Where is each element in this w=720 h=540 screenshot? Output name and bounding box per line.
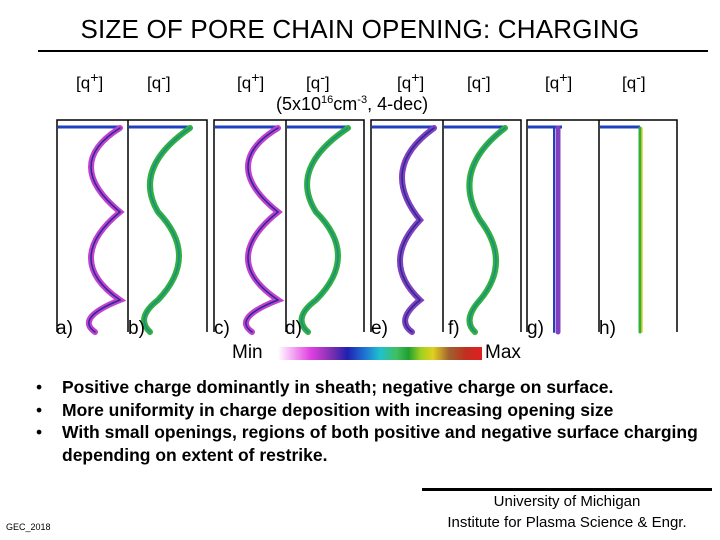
footer-institute: Institute for Plasma Science & Engr. <box>447 514 687 531</box>
concentration-label: (5x1016cm-3, 4-dec) <box>276 94 429 114</box>
header-q-neg-4: [q-] <box>622 70 646 93</box>
frame-2 <box>213 119 365 332</box>
slide-title: SIZE OF PORE CHAIN OPENING: CHARGING <box>80 14 640 44</box>
panel-label-c: c) <box>214 318 230 339</box>
footer: University of Michigan Institute for Pla… <box>422 491 712 533</box>
bullet-item: • With small openings, regions of both po… <box>36 422 698 465</box>
bullet-list: • Positive charge dominantly in sheath; n… <box>36 376 716 466</box>
header-q-pos-2: [q+] <box>237 70 265 93</box>
header-q-neg-2: [q-] <box>306 70 330 93</box>
title-underline <box>38 50 708 52</box>
frame-3 <box>370 119 522 332</box>
panel-label-g: g) <box>527 318 544 339</box>
author-tag: GEC_2018 <box>6 522 51 532</box>
panel-label-e: e) <box>371 318 388 339</box>
colorbar-max-label: Max <box>485 342 521 363</box>
panel-label-h: h) <box>599 318 616 339</box>
wave-b <box>141 125 193 335</box>
frame-1 <box>56 119 208 332</box>
header-q-pos-4: [q+] <box>545 70 573 93</box>
panel-label-b: b) <box>128 318 145 339</box>
panel-label-d: d) <box>285 318 302 339</box>
header-q-pos-1: [q+] <box>76 70 104 93</box>
wave-d <box>298 125 351 335</box>
footer-rule <box>422 488 712 491</box>
header-q-neg-1: [q-] <box>147 70 171 93</box>
header-q-neg-3: [q-] <box>467 70 491 93</box>
colorbar <box>278 347 482 360</box>
colorbar-min-label: Min <box>232 342 263 363</box>
panel-label-a: a) <box>56 318 73 339</box>
panel-label-f: f) <box>448 318 460 339</box>
bullet-item: • More uniformity in charge deposition wi… <box>36 399 614 420</box>
header-q-pos-3: [q+] <box>397 70 425 93</box>
footer-university: University of Michigan <box>493 493 641 510</box>
bullet-item: • Positive charge dominantly in sheath; n… <box>36 377 614 397</box>
frame-4 <box>526 119 678 332</box>
wave-e <box>397 125 437 335</box>
